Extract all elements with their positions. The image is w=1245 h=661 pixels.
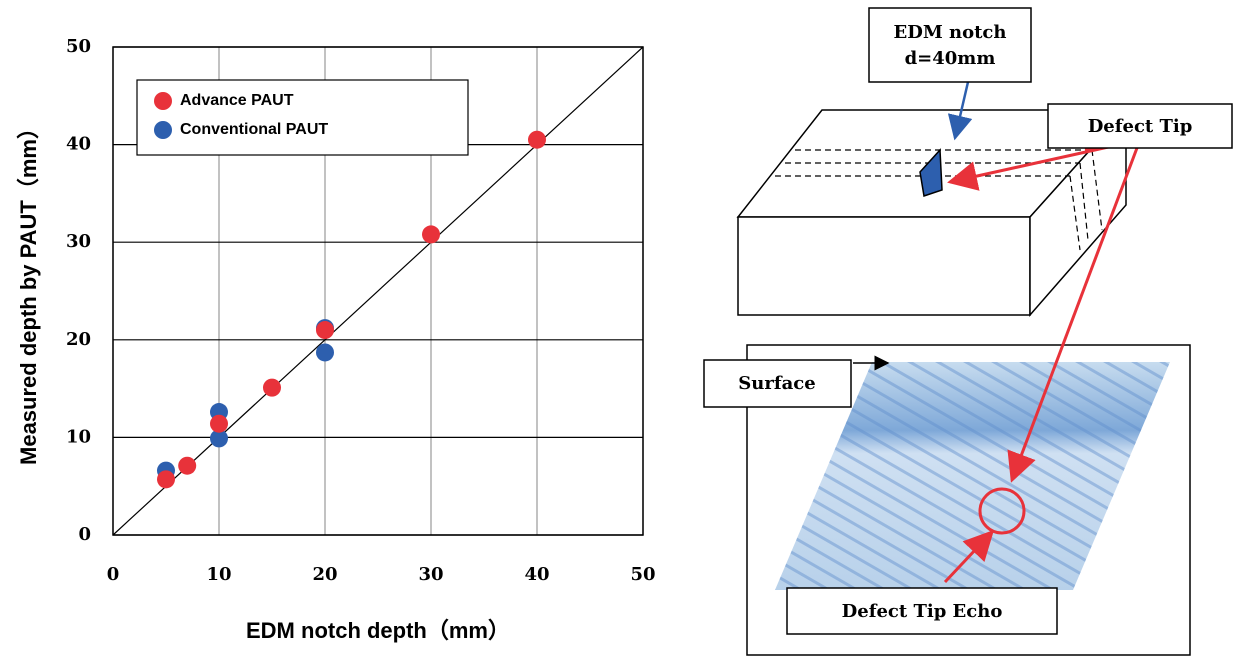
x-axis-title: EDM notch depth（mm） [246,618,510,643]
y-axis-title: Measured depth by PAUT（mm） [16,117,41,465]
y-tick-label: 10 [66,426,91,447]
x-tick-label: 10 [206,564,231,585]
point [422,225,440,243]
figure: EDM notch depth（mm） Measured depth by PA… [0,0,1245,656]
y-tick-label: 40 [66,134,91,155]
y-tick-label: 50 [66,36,91,57]
point [157,470,175,488]
y-tick-label: 20 [66,329,91,350]
echo-label: Defect Tip Echo [842,601,1003,622]
tip-label: Defect Tip [1088,116,1193,137]
x-tick-label: 50 [630,564,655,585]
legend-marker [154,121,172,139]
point [316,343,334,361]
legend-label: Conventional PAUT [180,121,328,138]
y-tick-label: 30 [66,231,91,252]
x-tick-label: 0 [107,564,120,585]
x-tick-label: 40 [524,564,549,585]
legend-marker [154,92,172,110]
y-tick-label: 0 [78,524,91,545]
point [210,415,228,433]
point [178,457,196,475]
x-tick-label: 20 [312,564,337,585]
x-tick-label: 30 [418,564,443,585]
diagram [704,8,1232,655]
surface-label: Surface [738,373,815,394]
notch-label: d=40mm [905,48,996,69]
point [263,379,281,397]
point [316,321,334,339]
notch-label: EDM notch [894,22,1007,43]
legend-label: Advance PAUT [180,92,294,109]
point [528,131,546,149]
